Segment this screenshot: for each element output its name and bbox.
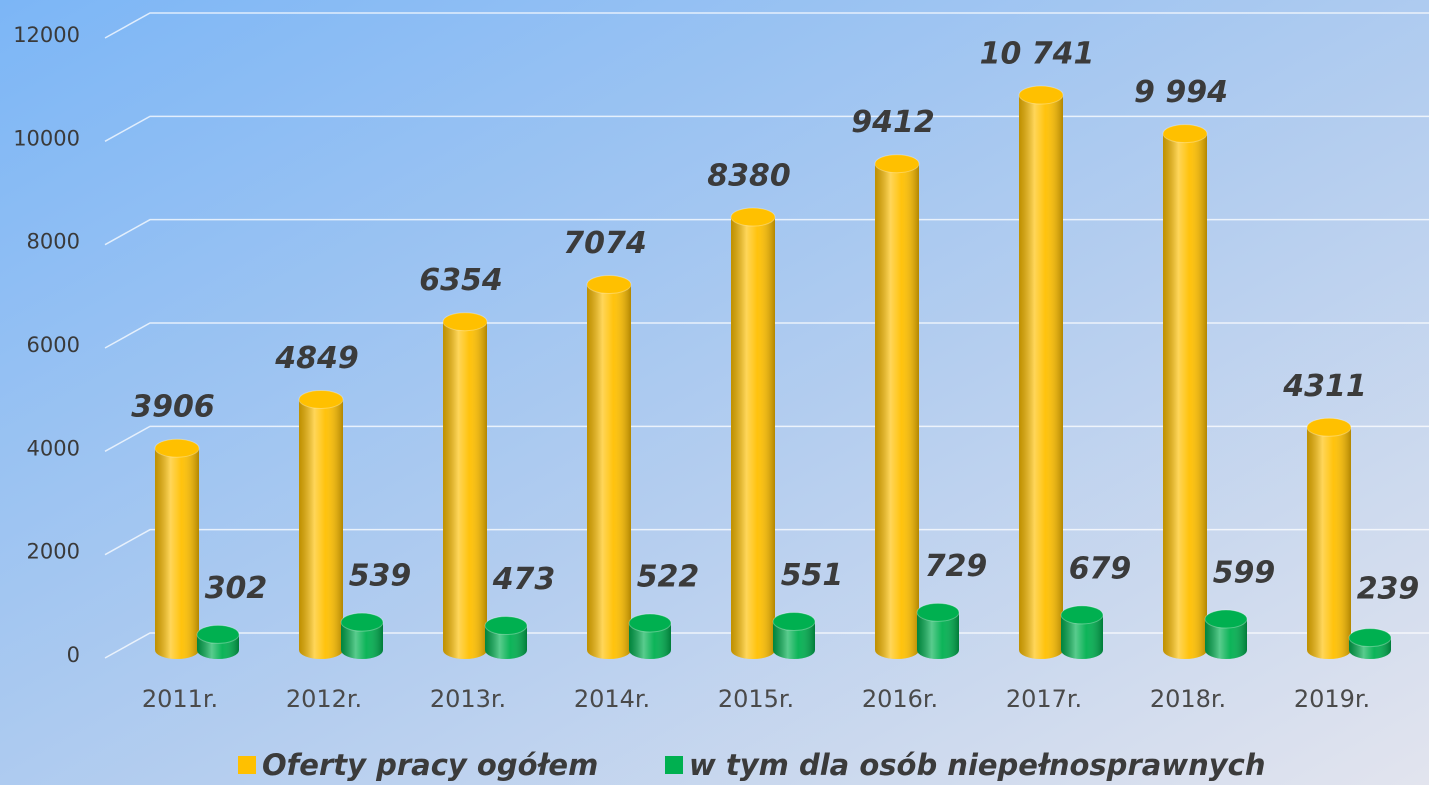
x-tick-label: 2017r.	[1006, 685, 1082, 713]
data-label: 239	[1357, 572, 1420, 607]
x-tick-label: 2015r.	[718, 685, 794, 713]
data-label: 7074	[563, 226, 647, 261]
data-label: 539	[349, 559, 412, 594]
data-label: 8380	[707, 159, 791, 194]
data-label: 473	[492, 562, 556, 597]
bar-shade	[629, 623, 671, 659]
bar-shade	[1205, 619, 1247, 659]
bar-shade	[1307, 427, 1351, 659]
data-label: 3906	[131, 390, 215, 425]
bar-top	[628, 613, 672, 633]
grid-line	[104, 218, 1429, 246]
grid-line	[104, 528, 1429, 556]
bar-shade	[1019, 95, 1063, 659]
data-label: 6354	[419, 263, 503, 298]
bar-shade	[299, 399, 343, 659]
data-label: 522	[637, 560, 700, 595]
bar-shade	[1061, 614, 1103, 659]
x-tick-label: 2014r.	[574, 685, 650, 713]
bar-top	[1306, 417, 1352, 437]
data-label: 9412	[851, 105, 935, 140]
bar-top	[1204, 609, 1248, 629]
bar-shade	[773, 621, 815, 659]
grid-line	[104, 12, 1429, 39]
grid-line	[104, 632, 1429, 659]
bar-top	[772, 612, 816, 632]
y-tick-label: 8000	[27, 230, 80, 254]
bar-shade	[155, 448, 199, 659]
bar-top	[1060, 605, 1104, 625]
bar-top	[874, 154, 920, 174]
bar-shade	[1163, 133, 1207, 660]
x-tick-label: 2012r.	[286, 685, 362, 713]
legend-swatch	[238, 756, 256, 774]
bar-shade	[341, 622, 383, 659]
bar-top	[916, 602, 960, 622]
bar-shade	[875, 163, 919, 660]
bar-shade	[485, 625, 527, 659]
data-label: 302	[205, 571, 268, 606]
y-tick-label: 4000	[27, 436, 80, 460]
y-tick-label: 6000	[27, 333, 80, 357]
legend-label: w tym dla osób niepełnosprawnych	[689, 748, 1266, 782]
bar-shade	[443, 321, 487, 659]
bar-shade	[731, 217, 775, 660]
bar-top	[442, 312, 488, 332]
data-label: 4311	[1282, 369, 1367, 404]
bar-top	[730, 207, 776, 227]
data-label: 4849	[274, 341, 359, 376]
bar-shade	[917, 612, 959, 659]
y-tick-label: 12000	[13, 23, 80, 47]
legend-label: Oferty pracy ogółem	[262, 748, 598, 782]
data-label: 729	[925, 549, 988, 584]
y-tick-label: 0	[67, 643, 80, 667]
y-tick-label: 10000	[13, 126, 80, 150]
x-tick-label: 2016r.	[862, 685, 938, 713]
bar-top	[586, 275, 632, 295]
grid-line	[104, 322, 1429, 349]
bar-top	[340, 612, 384, 632]
x-tick-label: 2019r.	[1294, 685, 1370, 713]
data-label: 679	[1069, 551, 1132, 586]
bar-top	[154, 438, 200, 458]
bar-top	[1348, 628, 1392, 648]
x-tick-label: 2018r.	[1150, 685, 1226, 713]
x-tick-label: 2013r.	[430, 685, 506, 713]
y-tick-label: 2000	[27, 540, 80, 564]
data-label: 10 741	[980, 37, 1095, 72]
data-label: 551	[781, 558, 844, 593]
bar-top	[484, 616, 528, 636]
grid-line	[104, 425, 1429, 452]
bar-top	[1162, 124, 1208, 144]
bar-top	[298, 389, 344, 409]
legend-swatch	[665, 756, 683, 774]
bar-top	[1018, 85, 1064, 105]
grid-line	[104, 115, 1429, 142]
data-label: 599	[1213, 556, 1276, 591]
x-tick-label: 2011r.	[142, 685, 218, 713]
data-label: 9 994	[1134, 75, 1228, 110]
bar-shade	[587, 284, 631, 659]
bar-top	[196, 624, 240, 644]
